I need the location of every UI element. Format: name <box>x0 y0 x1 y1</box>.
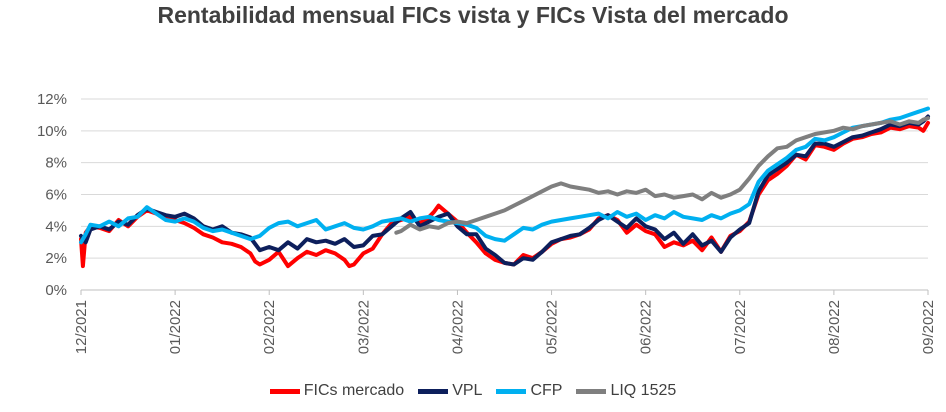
x-tick-label: 07/2022 <box>732 300 749 354</box>
y-tick-label: 8% <box>45 155 67 172</box>
chart-title: Rentabilidad mensual FICs vista y FICs V… <box>157 2 789 28</box>
line-chart: 0% 2% 4% 6% 8% 10% 12% 12/2021 01/2022 02/2022 03… <box>37 91 937 354</box>
legend-item: LIQ 1525 <box>576 382 676 400</box>
series-line-vpl <box>79 114 930 267</box>
series-line-liq-1525 <box>394 116 930 235</box>
series-lines <box>79 106 930 269</box>
legend-swatch <box>269 388 300 394</box>
series-line-cfp <box>79 106 930 245</box>
legend-item: VPL <box>418 382 482 400</box>
x-tick-label: 03/2022 <box>355 300 372 354</box>
x-tick-label: 08/2022 <box>826 300 843 354</box>
legend-swatch <box>576 388 607 394</box>
legend: FICs mercado VPL CFP LIQ 1525 <box>0 382 946 400</box>
x-tick-label: 12/2021 <box>73 300 90 354</box>
y-tick-label: 10% <box>37 123 67 140</box>
y-tick-label: 0% <box>45 282 67 299</box>
legend-swatch <box>496 388 527 394</box>
x-tick-label: 09/2022 <box>920 300 937 354</box>
legend-swatch <box>418 388 449 394</box>
legend-label: LIQ 1525 <box>610 382 677 399</box>
y-tick-label: 12% <box>37 91 67 108</box>
legend-label: CFP <box>530 382 563 399</box>
y-tick-label: 6% <box>45 187 67 204</box>
legend-item: FICs mercado <box>269 382 405 400</box>
x-tick-label: 05/2022 <box>544 300 561 354</box>
x-tick-label: 02/2022 <box>261 300 278 354</box>
y-axis-ticks: 0% 2% 4% 6% 8% 10% 12% <box>37 91 67 299</box>
x-tick-label: 06/2022 <box>638 300 655 354</box>
legend-item: CFP <box>496 382 562 400</box>
x-tick-label: 04/2022 <box>449 300 466 354</box>
legend-label: VPL <box>452 382 483 399</box>
x-tick-label: 01/2022 <box>167 300 184 354</box>
y-tick-label: 2% <box>45 250 67 267</box>
legend-label: FICs mercado <box>303 382 405 399</box>
x-axis-ticks: 12/2021 01/2022 02/2022 03/2022 04/2022 05/20… <box>73 290 937 354</box>
series-line-fics-mercado <box>79 120 930 269</box>
y-tick-label: 4% <box>45 218 67 235</box>
